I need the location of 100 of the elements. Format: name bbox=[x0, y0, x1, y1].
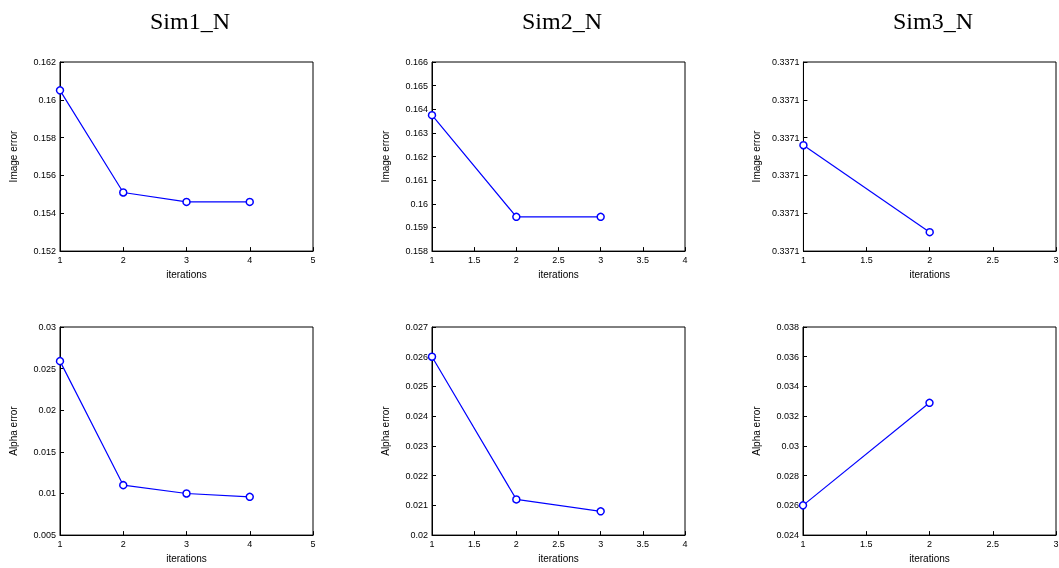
x-tick-label: 2.5 bbox=[551, 538, 565, 549]
y-tick-label: 0.03 bbox=[38, 322, 56, 332]
x-tick-label: 1.5 bbox=[467, 254, 480, 265]
y-tick-label: 0.025 bbox=[404, 381, 428, 392]
y-tick-label: 0.16 bbox=[409, 198, 428, 209]
y-tick-label: 0.03 bbox=[781, 440, 799, 451]
point bbox=[119, 480, 128, 490]
y-tick-label: 0.3371 bbox=[771, 94, 800, 105]
point bbox=[119, 188, 128, 197]
x-tick-label: 3 bbox=[1053, 538, 1059, 549]
x-tick-label: 3.5 bbox=[636, 538, 649, 549]
x-axis-title: iterations bbox=[166, 268, 207, 280]
x-tick-label: 1.5 bbox=[467, 538, 480, 549]
x-tick-label: 1 bbox=[800, 538, 806, 549]
x-tick-label: 5 bbox=[310, 538, 316, 549]
x-tick-label: 4 bbox=[247, 538, 253, 549]
x-tick-label: 2 bbox=[513, 254, 519, 265]
x-axis-title: iterations bbox=[909, 268, 950, 280]
point bbox=[182, 489, 191, 498]
y-axis-title: Image error bbox=[750, 130, 762, 183]
point bbox=[245, 492, 254, 502]
chart-title: Sim3_N bbox=[892, 8, 974, 34]
y-tick-label: 0.164 bbox=[404, 104, 428, 115]
y-tick-label: 0.034 bbox=[776, 381, 799, 392]
x-tick-label: 2 bbox=[513, 538, 519, 549]
x-tick-label: 3 bbox=[183, 538, 190, 549]
y-tick-label: 0.165 bbox=[404, 80, 428, 91]
y-tick-label: 0.036 bbox=[776, 351, 799, 362]
y-axis-title: Image error bbox=[7, 130, 19, 183]
y-tick-label: 0.028 bbox=[776, 470, 799, 481]
y-tick-label: 0.154 bbox=[33, 208, 56, 219]
y-tick-label: 0.3371 bbox=[771, 132, 800, 143]
point bbox=[55, 86, 65, 95]
x-tick-label: 2 bbox=[927, 254, 933, 265]
x-tick-label: 1.5 bbox=[860, 254, 873, 265]
y-tick-label: 0.026 bbox=[776, 500, 799, 511]
chart-title: Sim2_N bbox=[521, 8, 602, 34]
x-tick-label: 4 bbox=[681, 538, 688, 549]
x-tick-label: 2 bbox=[926, 538, 933, 549]
y-tick-label: 0.159 bbox=[404, 222, 428, 233]
chart-title: Sim1_N bbox=[149, 8, 231, 34]
y-tick-label: 0.023 bbox=[404, 440, 428, 451]
x-tick-label: 2.5 bbox=[986, 538, 1000, 549]
y-tick-label: 0.16 bbox=[38, 94, 56, 105]
x-tick-label: 1 bbox=[428, 538, 435, 549]
y-tick-label: 0.038 bbox=[776, 322, 799, 332]
x-tick-label: 3.5 bbox=[636, 254, 649, 265]
y-tick-label: 0.01 bbox=[38, 488, 56, 499]
y-tick-label: 0.162 bbox=[404, 151, 428, 162]
y-tick-label: 0.021 bbox=[404, 500, 428, 511]
y-tick-label: 0.032 bbox=[776, 411, 799, 422]
y-tick-label: 0.3371 bbox=[771, 57, 800, 67]
y-tick-label: 0.024 bbox=[776, 530, 799, 541]
y-tick-label: 0.026 bbox=[404, 351, 428, 362]
x-tick-label: 2 bbox=[120, 254, 126, 265]
x-tick-label: 2 bbox=[120, 538, 126, 549]
y-axis-title: Alpha error bbox=[7, 405, 19, 456]
point bbox=[182, 197, 191, 207]
point bbox=[595, 507, 605, 516]
x-tick-label: 4 bbox=[247, 254, 253, 265]
y-axis-title: Alpha error bbox=[379, 405, 390, 456]
y-tick-label: 0.163 bbox=[404, 127, 428, 138]
y-axis-title: Image error bbox=[379, 130, 390, 183]
x-tick-label: 1 bbox=[800, 254, 806, 265]
y-tick-label: 0.027 bbox=[404, 322, 428, 332]
x-axis-title: iterations bbox=[537, 552, 579, 564]
point bbox=[511, 495, 521, 504]
x-tick-label: 3 bbox=[597, 538, 603, 549]
y-tick-label: 0.02 bbox=[409, 530, 428, 541]
x-tick-label: 1 bbox=[57, 254, 63, 265]
y-tick-label: 0.152 bbox=[33, 246, 56, 257]
y-tick-label: 0.161 bbox=[404, 175, 428, 186]
point bbox=[427, 352, 436, 361]
x-axis-title: iterations bbox=[166, 552, 207, 564]
x-tick-label: 3 bbox=[1053, 254, 1059, 265]
y-tick-label: 0.015 bbox=[33, 446, 56, 457]
y-tick-label: 0.3371 bbox=[771, 170, 800, 181]
y-tick-label: 0.025 bbox=[33, 363, 56, 374]
y-tick-label: 0.162 bbox=[33, 57, 56, 67]
y-tick-label: 0.02 bbox=[38, 405, 56, 416]
y-tick-label: 0.158 bbox=[404, 246, 428, 257]
x-tick-label: 1 bbox=[57, 538, 63, 549]
point bbox=[55, 356, 65, 366]
y-tick-label: 0.022 bbox=[404, 470, 428, 481]
y-axis-title: Alpha error bbox=[750, 405, 762, 456]
x-tick-label: 1.5 bbox=[859, 538, 873, 549]
y-tick-label: 0.166 bbox=[404, 57, 428, 67]
x-tick-label: 3 bbox=[183, 254, 190, 265]
x-tick-label: 2.5 bbox=[986, 254, 1000, 265]
x-tick-label: 2.5 bbox=[551, 254, 565, 265]
x-tick-label: 3 bbox=[597, 254, 603, 265]
x-axis-title: iterations bbox=[537, 268, 579, 280]
y-tick-label: 0.3371 bbox=[771, 246, 800, 257]
y-tick-label: 0.3371 bbox=[771, 208, 800, 219]
y-tick-label: 0.156 bbox=[33, 170, 56, 181]
y-tick-label: 0.158 bbox=[33, 132, 56, 143]
point bbox=[245, 197, 254, 207]
y-tick-label: 0.024 bbox=[404, 411, 428, 422]
x-tick-label: 4 bbox=[681, 254, 688, 265]
x-tick-label: 5 bbox=[310, 254, 316, 265]
